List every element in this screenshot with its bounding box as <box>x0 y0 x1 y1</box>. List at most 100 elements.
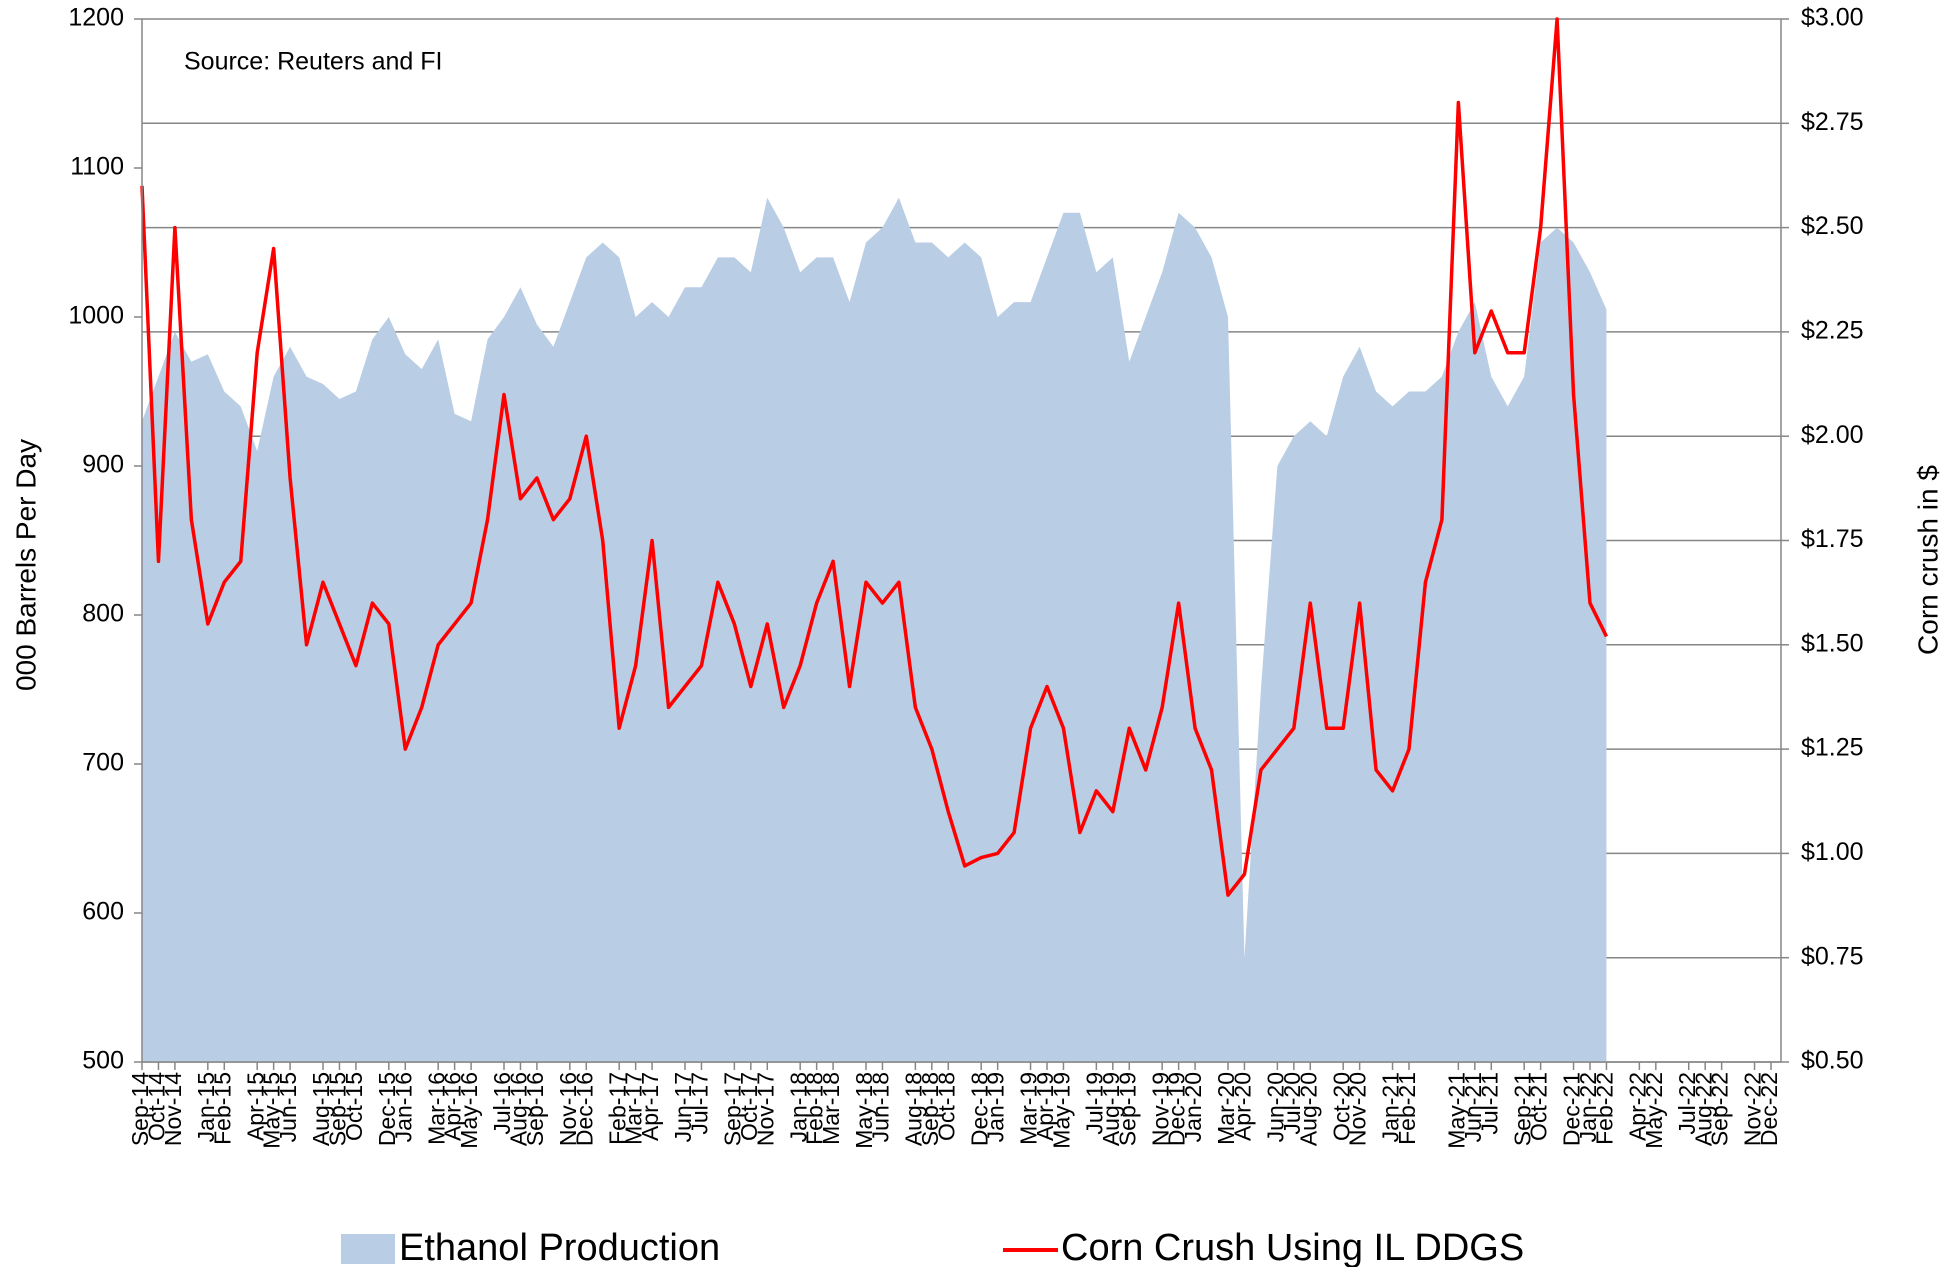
annotation: Source: Reuters and FI <box>184 48 442 76</box>
x-tick-label: Dec-15 <box>374 1072 400 1146</box>
x-tick-label: Sep-21 <box>1509 1072 1535 1146</box>
x-tick-label: Jan-15 <box>193 1072 219 1142</box>
y-axis-label: 000 Barrels Per Day <box>10 439 41 691</box>
y-tick-label: 500 <box>82 1047 124 1075</box>
x-tick-label: Jan-20 <box>1180 1072 1206 1142</box>
x-tick-label: Nov-20 <box>1345 1072 1371 1146</box>
x-tick-label: Jun-21 <box>1460 1072 1486 1142</box>
y2-tick-label: $1.25 <box>1801 734 1864 762</box>
y-tick-label: 900 <box>82 451 124 479</box>
legend-label: Corn Crush Using IL DDGS <box>1061 1227 1524 1267</box>
x-tick-label: Apr-20 <box>1230 1072 1256 1141</box>
line <box>140 17 1609 897</box>
x-tick-label: Sep-18 <box>917 1072 943 1146</box>
y2-tick-label: $2.25 <box>1801 317 1864 345</box>
x-tick-label: Jun-15 <box>275 1072 301 1142</box>
x-tick-label: Apr-19 <box>1032 1072 1058 1141</box>
x-tick-label: Dec-22 <box>1756 1072 1782 1146</box>
y-tick-label: 1100 <box>70 153 124 181</box>
x-tick-label: Mar-19 <box>1016 1072 1042 1145</box>
x-tick-label: Oct-18 <box>933 1072 959 1141</box>
legend-swatch <box>341 1234 395 1264</box>
x-tick-label: Feb-17 <box>604 1072 630 1145</box>
x-tick-label: Nov-16 <box>555 1072 581 1146</box>
x-tick-label: Oct-17 <box>736 1072 762 1141</box>
y-tick-label: 800 <box>82 600 124 628</box>
x-tick-label: Dec-18 <box>966 1072 992 1146</box>
x-tick-label: Nov-22 <box>1740 1072 1766 1146</box>
y2-tick-label: $0.50 <box>1801 1047 1864 1075</box>
x-tick-label: May-15 <box>259 1072 285 1149</box>
area <box>142 197 1607 1063</box>
x-tick-label: Jul-19 <box>1081 1072 1107 1135</box>
x-tick-label: Aug-15 <box>308 1072 334 1146</box>
y2-tick-label: $1.50 <box>1801 629 1864 657</box>
x-tick-label: Apr-16 <box>440 1072 466 1141</box>
x-tick-label: Jul-20 <box>1279 1072 1305 1135</box>
y2-tick-label: $2.00 <box>1801 421 1864 449</box>
x-tick-label: Jul-16 <box>489 1072 515 1135</box>
x-tick-label: Jul-22 <box>1674 1072 1700 1135</box>
x-tick-label: May-19 <box>1049 1072 1075 1149</box>
x-tick-label: Sep-14 <box>127 1072 153 1146</box>
x-tick-label: Oct-21 <box>1526 1072 1552 1141</box>
x-tick-label: Aug-22 <box>1690 1072 1716 1146</box>
x-tick-label: Apr-17 <box>637 1072 663 1141</box>
x-tick-label: Oct-15 <box>341 1072 367 1141</box>
x-tick-label: Sep-22 <box>1707 1072 1733 1146</box>
x-tick-label: Sep-16 <box>522 1072 548 1146</box>
x-tick-label: May-21 <box>1443 1072 1469 1149</box>
y-tick-label: 700 <box>82 749 124 777</box>
x-tick-label: Jun-20 <box>1262 1072 1288 1142</box>
y-tick-label: 1200 <box>68 4 124 32</box>
x-tick-label: Dec-16 <box>571 1072 597 1146</box>
x-tick-label: Sep-19 <box>1114 1072 1140 1146</box>
x-tick-label: Dec-19 <box>1164 1072 1190 1146</box>
x-tick-label: Jan-19 <box>983 1072 1009 1142</box>
x-tick-label: Jul-17 <box>687 1072 713 1135</box>
x-tick-label: Dec-21 <box>1559 1072 1585 1146</box>
x-tick-label: Mar-16 <box>423 1072 449 1145</box>
x-tick-label: May-22 <box>1641 1072 1667 1149</box>
x-tick-label: Mar-20 <box>1213 1072 1239 1145</box>
x-tick-label: May-18 <box>851 1072 877 1149</box>
x-tick-label: Jan-18 <box>785 1072 811 1142</box>
y-tick-label: 1000 <box>68 302 124 330</box>
y2-tick-label: $2.50 <box>1801 212 1864 240</box>
x-tick-label: Jul-21 <box>1476 1072 1502 1135</box>
x-tick-label: Mar-18 <box>818 1072 844 1145</box>
x-tick-label: Nov-14 <box>160 1072 186 1146</box>
x-tick-label: Aug-16 <box>506 1072 532 1146</box>
x-tick-label: Jun-18 <box>868 1072 894 1142</box>
y2-tick-label: $1.75 <box>1801 525 1864 553</box>
x-tick-label: Apr-15 <box>242 1072 268 1141</box>
x-tick-label: Feb-22 <box>1592 1072 1618 1145</box>
x-tick-label: Jan-22 <box>1575 1072 1601 1142</box>
legend-label: Ethanol Production <box>399 1227 720 1267</box>
x-tick-label: Jan-16 <box>390 1072 416 1142</box>
x-tick-label: Feb-21 <box>1394 1072 1420 1145</box>
x-tick-label: Feb-15 <box>209 1072 235 1145</box>
x-tick-label: Aug-20 <box>1295 1072 1321 1146</box>
x-tick-label: Sep-15 <box>325 1072 351 1146</box>
y2-tick-label: $2.75 <box>1801 108 1864 136</box>
x-tick-label: Jan-21 <box>1378 1072 1404 1142</box>
y2-axis-label: Corn crush in $ <box>1912 465 1943 655</box>
x-tick-label: Nov-17 <box>752 1072 778 1146</box>
y-tick-label: 600 <box>82 898 124 926</box>
x-tick-label: Jun-17 <box>670 1072 696 1142</box>
x-tick-label: Nov-19 <box>1147 1072 1173 1146</box>
y2-tick-label: $0.75 <box>1801 942 1864 970</box>
x-tick-label: Aug-19 <box>1098 1072 1124 1146</box>
x-tick-label: May-16 <box>456 1072 482 1149</box>
x-tick-label: Oct-20 <box>1328 1072 1354 1141</box>
x-tick-label: Aug-18 <box>900 1072 926 1146</box>
x-tick-label: Feb-18 <box>802 1072 828 1145</box>
x-tick-label: Oct-14 <box>144 1072 170 1141</box>
x-tick-label: Sep-17 <box>719 1072 745 1146</box>
y2-tick-label: $3.00 <box>1801 4 1864 32</box>
x-tick-label: Mar-17 <box>621 1072 647 1145</box>
x-tick-label: Apr-22 <box>1624 1072 1650 1141</box>
y2-tick-label: $1.00 <box>1801 838 1864 866</box>
